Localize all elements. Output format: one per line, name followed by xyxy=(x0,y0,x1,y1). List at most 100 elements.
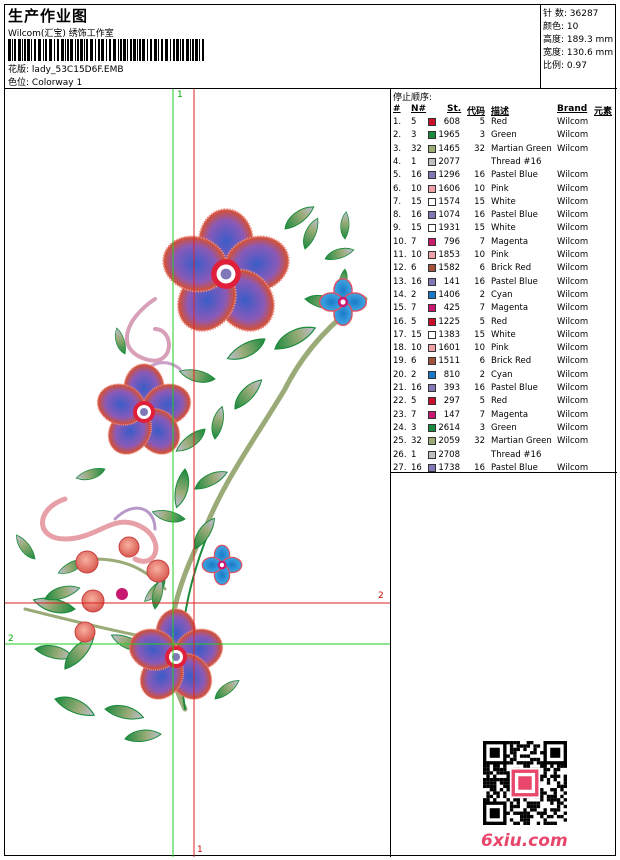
row-code: 15 xyxy=(474,196,485,207)
row-description: Magenta xyxy=(491,236,529,247)
color-swatch xyxy=(428,277,436,286)
row-brand: Wilcom xyxy=(557,263,589,274)
row-description: Pastel Blue xyxy=(491,383,538,393)
color-swatch xyxy=(428,330,436,339)
color-swatch xyxy=(428,251,436,259)
row-needle: 32 xyxy=(411,436,422,447)
row-index: 26. xyxy=(393,449,407,460)
row-stitches: 1965 xyxy=(438,130,460,141)
row-needle: 15 xyxy=(411,329,422,340)
production-sheet: 生产作业图 Wilcom(汇宝) 绣饰工作室 花版: lady_53C15D6F… xyxy=(4,4,617,857)
row-description: Pink xyxy=(491,343,509,354)
row-index: 15. xyxy=(393,303,407,314)
table-row: 8. 16 1074 16 Pastel Blue Wilcom xyxy=(391,209,617,222)
color-swatch xyxy=(428,237,436,246)
table-row: 9. 15 1931 15 White Wilcom xyxy=(391,222,617,235)
col-header-description: 描述 xyxy=(491,107,510,117)
row-needle: 3 xyxy=(411,130,417,141)
row-needle: 7 xyxy=(411,236,417,247)
row-stitches: 425 xyxy=(443,303,460,314)
row-code: 16 xyxy=(474,383,485,393)
color-swatch xyxy=(428,384,436,392)
col-header-stitches: St. xyxy=(447,104,462,114)
table-row: 13. 16 141 16 Pastel Blue Wilcom xyxy=(391,276,617,289)
stop-sequence-panel: 停止顺序: # N# St. 代码 描述 Brand 元素 1. 5 608 5 Red… xyxy=(391,89,617,473)
barcode xyxy=(8,39,204,61)
row-stitches: 1296 xyxy=(438,170,460,181)
stat-stitches: 针 数: 36287 xyxy=(543,9,599,19)
color-swatch xyxy=(428,224,436,233)
row-brand: Wilcom xyxy=(557,130,589,141)
row-index: 12. xyxy=(393,263,407,274)
table-row: 5. 16 1296 16 Pastel Blue Wilcom xyxy=(391,169,617,182)
row-description: Pastel Blue xyxy=(491,276,538,287)
row-index: 21. xyxy=(393,383,407,393)
color-swatch xyxy=(428,423,436,432)
row-code: 15 xyxy=(474,329,485,340)
row-code: 5 xyxy=(479,117,485,127)
row-code: 2 xyxy=(479,369,485,380)
row-code: 16 xyxy=(474,276,485,287)
row-stitches: 1074 xyxy=(438,210,460,221)
site-watermark: 6xiu.com xyxy=(481,831,568,851)
row-brand: Wilcom xyxy=(557,183,589,194)
table-row: 24. 3 2614 3 Green Wilcom xyxy=(391,422,617,435)
row-description: Magenta xyxy=(491,409,529,420)
row-index: 17. xyxy=(393,329,407,340)
guide-label-green-v: 1 xyxy=(177,90,183,100)
row-needle: 10 xyxy=(411,250,422,260)
row-brand: Wilcom xyxy=(557,250,589,260)
row-needle: 7 xyxy=(411,409,417,420)
row-index: 1. xyxy=(393,117,402,127)
color-swatch xyxy=(428,144,436,153)
row-brand: Wilcom xyxy=(557,143,589,154)
row-stitches: 1606 xyxy=(438,183,460,194)
row-description: Brick Red xyxy=(491,263,532,274)
row-needle: 15 xyxy=(411,196,422,207)
row-description: Brick Red xyxy=(491,356,532,367)
row-index: 14. xyxy=(393,289,407,300)
row-description: Magenta xyxy=(491,303,529,314)
row-description: Cyan xyxy=(491,289,513,300)
color-swatch xyxy=(428,211,436,220)
design-preview: 1 2 2 1 xyxy=(5,89,391,857)
row-needle: 10 xyxy=(411,183,422,194)
row-code: 16 xyxy=(474,210,485,221)
row-needle: 7 xyxy=(411,303,417,314)
stop-sequence-title: 停止顺序: xyxy=(393,93,433,103)
row-brand: Wilcom xyxy=(557,303,589,314)
row-brand: Wilcom xyxy=(557,170,589,181)
row-index: 8. xyxy=(393,210,402,221)
row-brand: Wilcom xyxy=(557,329,589,340)
row-code: 7 xyxy=(479,236,485,247)
row-brand: Wilcom xyxy=(557,276,589,287)
row-description: Cyan xyxy=(491,369,513,380)
row-brand: Wilcom xyxy=(557,289,589,300)
guide-label-green-h: 2 xyxy=(8,634,14,644)
table-row: 17. 15 1383 15 White Wilcom xyxy=(391,329,617,342)
row-index: 19. xyxy=(393,356,407,367)
row-index: 18. xyxy=(393,343,407,354)
row-stitches: 1601 xyxy=(438,343,460,354)
row-code: 10 xyxy=(474,183,485,194)
row-code: 6 xyxy=(479,356,485,367)
color-swatch xyxy=(428,370,436,379)
row-needle: 5 xyxy=(411,316,417,327)
table-row: 10. 7 796 7 Magenta Wilcom xyxy=(391,236,617,249)
row-description: White xyxy=(491,196,516,207)
row-needle: 2 xyxy=(411,289,417,300)
row-needle: 2 xyxy=(411,369,417,380)
colorway-label: 色位: xyxy=(8,78,30,88)
row-index: 5. xyxy=(393,170,402,181)
studio-name: Wilcom(汇宝) 绣饰工作室 xyxy=(8,29,114,39)
row-index: 10. xyxy=(393,236,407,247)
table-row: 15. 7 425 7 Magenta Wilcom xyxy=(391,302,617,315)
row-needle: 1 xyxy=(411,449,417,460)
row-needle: 16 xyxy=(411,210,422,221)
row-code: 32 xyxy=(474,143,485,154)
row-stitches: 393 xyxy=(443,383,460,393)
row-description: Pastel Blue xyxy=(491,170,538,181)
row-brand: Wilcom xyxy=(557,383,589,393)
row-needle: 5 xyxy=(411,117,417,127)
row-stitches: 1465 xyxy=(438,143,460,154)
